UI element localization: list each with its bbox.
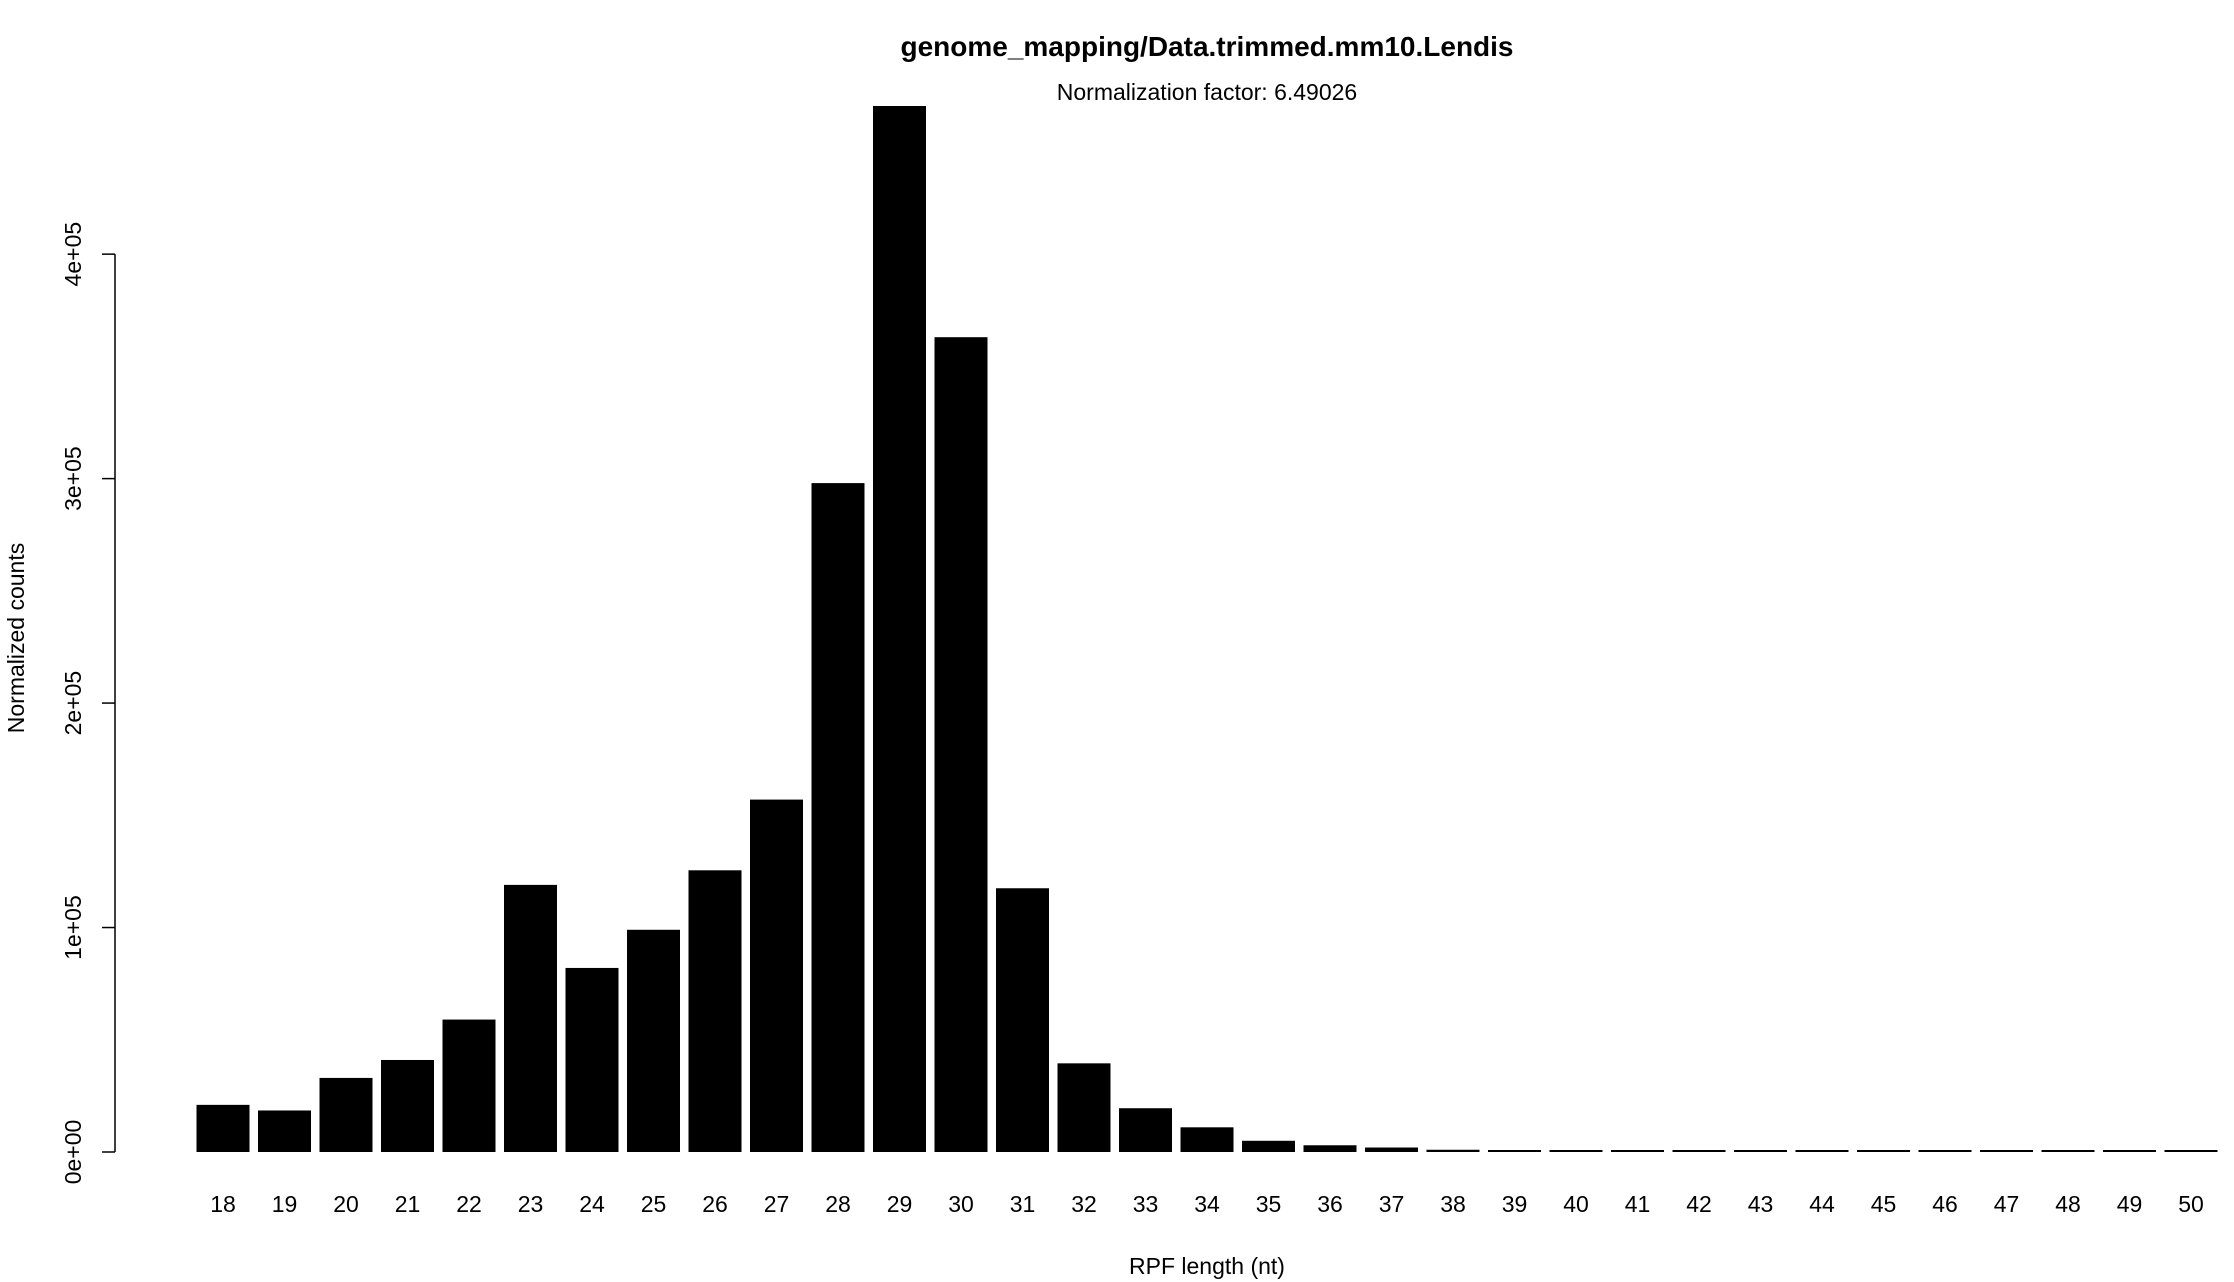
x-tick-label: 24 [579, 1191, 605, 1217]
bar-21 [381, 1059, 434, 1152]
bar-41 [1611, 1150, 1664, 1152]
bar-33 [1119, 1108, 1172, 1152]
x-tick-label: 45 [1871, 1191, 1897, 1217]
y-tick-label: 0e+00 [60, 1120, 86, 1185]
bars-group [196, 106, 2218, 1153]
y-axis-label: Normalized counts [3, 543, 29, 733]
bar-40 [1549, 1150, 1603, 1152]
bar-30 [934, 337, 988, 1153]
bar-26 [688, 870, 742, 1152]
bar-44 [1795, 1150, 1849, 1152]
bar-37 [1365, 1147, 1418, 1152]
bar-36 [1303, 1145, 1357, 1152]
bar-43 [1734, 1150, 1787, 1152]
x-tick-label: 27 [764, 1191, 790, 1217]
bar-45 [1857, 1150, 1910, 1152]
x-tick-label: 36 [1317, 1191, 1343, 1217]
x-tick-label: 42 [1686, 1191, 1712, 1217]
bar-48 [2041, 1150, 2095, 1152]
x-tick-label: 40 [1563, 1191, 1589, 1217]
x-axis-label: RPF length (nt) [1129, 1253, 1285, 1279]
x-tick-label: 33 [1133, 1191, 1159, 1217]
bar-38 [1426, 1149, 1480, 1152]
x-tick-label: 47 [1994, 1191, 2020, 1217]
x-tick-label: 23 [518, 1191, 544, 1217]
bar-29 [873, 106, 926, 1152]
bar-20 [319, 1077, 373, 1152]
x-tick-label: 35 [1256, 1191, 1282, 1217]
bar-23 [504, 884, 557, 1152]
bar-39 [1488, 1150, 1541, 1152]
x-tick-label: 25 [641, 1191, 667, 1217]
bar-49 [2103, 1150, 2156, 1152]
x-tick-label: 37 [1379, 1191, 1405, 1217]
x-tick-label: 21 [395, 1191, 421, 1217]
x-tick-label: 39 [1502, 1191, 1528, 1217]
x-tick-label: 49 [2117, 1191, 2143, 1217]
x-tick-label: 41 [1625, 1191, 1651, 1217]
x-tick-label: 32 [1071, 1191, 1097, 1217]
bar-31 [996, 888, 1049, 1152]
x-tick-label: 48 [2055, 1191, 2081, 1217]
x-tick-label: 43 [1748, 1191, 1774, 1217]
x-tick-labels: 18 19 20 21 22 23 24 25 26 27 28 29 30 31 32 33 34 35 36 37… [210, 1191, 2204, 1217]
y-tick-label: 1e+05 [60, 895, 86, 960]
bar-47 [1980, 1150, 2033, 1152]
x-tick-label: 50 [2178, 1191, 2204, 1217]
bar-25 [627, 929, 680, 1152]
bar-42 [1672, 1150, 1726, 1152]
x-tick-label: 29 [887, 1191, 913, 1217]
x-tick-label: 34 [1194, 1191, 1220, 1217]
bar-18 [196, 1104, 250, 1152]
x-tick-label: 19 [272, 1191, 298, 1217]
bar-27 [750, 799, 803, 1152]
x-tick-label: 26 [702, 1191, 728, 1217]
bar-35 [1242, 1140, 1295, 1152]
bar-34 [1180, 1127, 1234, 1152]
x-tick-label: 31 [1010, 1191, 1036, 1217]
x-tick-label: 38 [1440, 1191, 1466, 1217]
bar-50 [2164, 1150, 2218, 1152]
bar-28 [811, 483, 865, 1152]
bar-22 [442, 1019, 496, 1152]
y-tick-label: 3e+05 [60, 446, 86, 511]
bar-19 [258, 1110, 311, 1152]
y-tick-label: 2e+05 [60, 671, 86, 736]
x-tick-label: 28 [825, 1191, 851, 1217]
x-tick-label: 20 [333, 1191, 359, 1217]
chart-title: genome_mapping/Data.trimmed.mm10.Lendis [900, 31, 1513, 62]
bar-46 [1918, 1150, 1972, 1152]
x-tick-label: 22 [456, 1191, 482, 1217]
x-tick-label: 44 [1809, 1191, 1835, 1217]
y-tick-label: 4e+05 [60, 222, 86, 287]
chart-subtitle: Normalization factor: 6.49026 [1057, 79, 1357, 105]
bar-32 [1057, 1063, 1111, 1152]
x-tick-label: 18 [210, 1191, 236, 1217]
x-tick-label: 46 [1932, 1191, 1958, 1217]
bar-24 [565, 967, 619, 1152]
x-tick-label: 30 [948, 1191, 974, 1217]
y-axis: 0e+00 1e+05 2e+05 3e+05 4e+05 [60, 222, 116, 1185]
